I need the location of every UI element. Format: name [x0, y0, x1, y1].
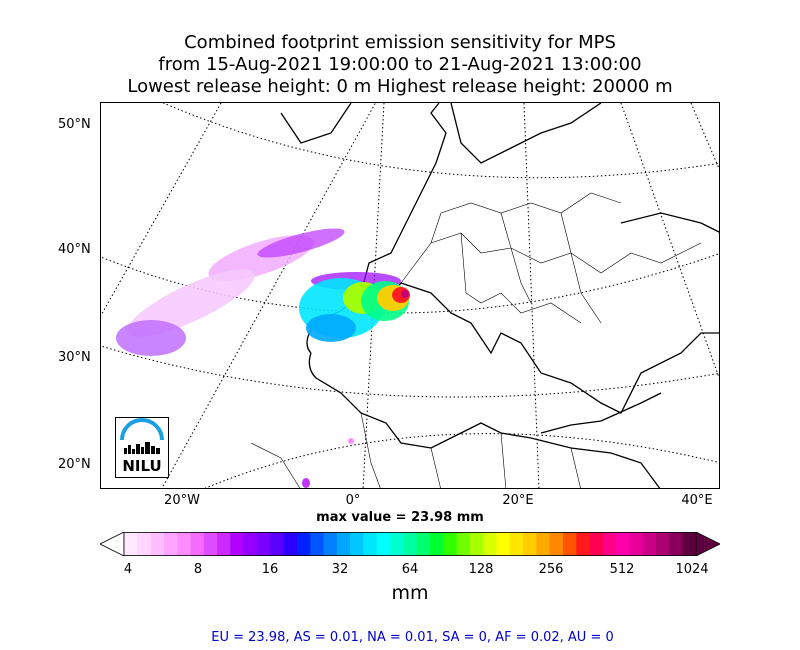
latitude-lines	[101, 103, 719, 488]
colorbar-cell	[150, 532, 165, 556]
colorbar-cell	[602, 532, 617, 556]
colorbar-cell	[496, 532, 511, 556]
colorbar-cell	[629, 532, 644, 556]
colorbar-cell	[350, 532, 364, 556]
colorbar-label-32: 32	[331, 562, 349, 577]
colorbar-frame	[123, 532, 697, 556]
colorbar-label-8: 8	[193, 562, 203, 577]
colorbar-cell	[456, 532, 471, 556]
lon-label-40e: 40°E	[681, 493, 713, 508]
lon-label-20e: 20°E	[502, 493, 534, 508]
lat-label-30: 30°N	[58, 350, 91, 365]
colorbar-cell	[669, 532, 684, 556]
colorbar-cell	[682, 532, 697, 556]
colorbar-cell	[509, 532, 524, 556]
colorbar-cell	[416, 532, 431, 556]
colorbar	[100, 532, 720, 556]
colorbar-cell	[549, 532, 564, 556]
colorbar-unit: mm	[391, 582, 429, 604]
colorbar-cell	[656, 532, 670, 556]
lon-label-20w: 20°W	[164, 493, 200, 508]
colorbar-cell	[310, 532, 325, 556]
colorbar-cell	[257, 532, 271, 556]
colorbar-cell	[429, 532, 444, 556]
colorbar-label-4: 4	[123, 562, 133, 577]
lat-label-20: 20°N	[58, 457, 91, 472]
colorbar-cell	[190, 532, 205, 556]
colorbar-cell	[483, 532, 497, 556]
colorbar-cell	[203, 532, 218, 556]
lon-label-0: 0°	[345, 493, 361, 508]
colorbar-cell	[363, 532, 378, 556]
colorbar-cell	[177, 532, 192, 556]
colorbar-label-16: 16	[261, 562, 279, 577]
colorbar-label-128: 128	[468, 562, 494, 577]
colorbar-cell	[390, 532, 404, 556]
colorbar-cell	[230, 532, 245, 556]
title-line-1: Combined footprint emission sensitivity …	[184, 32, 616, 53]
country-borders	[250, 192, 702, 488]
colorbar-high-extend	[695, 532, 720, 556]
colorbar-cell	[589, 532, 604, 556]
colorbar-cell	[616, 532, 630, 556]
colorbar-label-1024: 1024	[675, 562, 709, 577]
colorbar-cell	[562, 532, 577, 556]
colorbar-label-512: 512	[609, 562, 635, 577]
colorbar-cell	[243, 532, 258, 556]
title-line-3: Lowest release height: 0 m Highest relea…	[127, 76, 673, 97]
colorbar-label-256: 256	[538, 562, 564, 577]
colorbar-cell	[403, 532, 418, 556]
colorbar-cell	[443, 532, 458, 556]
colorbar-cell	[283, 532, 298, 556]
colorbar-cell	[137, 532, 152, 556]
colorbar-cell	[376, 532, 391, 556]
nilu-skyline-icon	[120, 418, 164, 454]
colorbar-cell	[576, 532, 591, 556]
colorbar-cell	[124, 532, 138, 556]
colorbar-cell	[523, 532, 537, 556]
colorbar-cell	[536, 532, 551, 556]
colorbar-cell	[296, 532, 311, 556]
region-statistics: EU = 23.98, AS = 0.01, NA = 0.01, SA = 0…	[211, 630, 614, 645]
colorbar-cell	[336, 532, 351, 556]
colorbar-cell	[163, 532, 178, 556]
max-value-label: max value = 23.98 mm	[316, 510, 484, 525]
colorbar-label-64: 64	[401, 562, 419, 577]
colorbar-cell	[217, 532, 231, 556]
emission-sensitivity-field	[116, 228, 410, 488]
lat-label-50: 50°N	[58, 117, 91, 132]
map-canvas	[101, 103, 719, 488]
nilu-logo: NILU	[115, 417, 169, 478]
nilu-logo-text: NILU	[122, 457, 162, 475]
longitude-lines	[101, 103, 719, 488]
lat-label-40: 40°N	[58, 242, 91, 257]
colorbar-low-extend	[100, 532, 125, 556]
colorbar-cell	[642, 532, 657, 556]
colorbar-cell	[323, 532, 338, 556]
title-line-2: from 15-Aug-2021 19:00:00 to 21-Aug-2021…	[158, 54, 642, 75]
map-panel	[100, 102, 720, 489]
colorbar-cell	[270, 532, 285, 556]
colorbar-cell	[469, 532, 484, 556]
